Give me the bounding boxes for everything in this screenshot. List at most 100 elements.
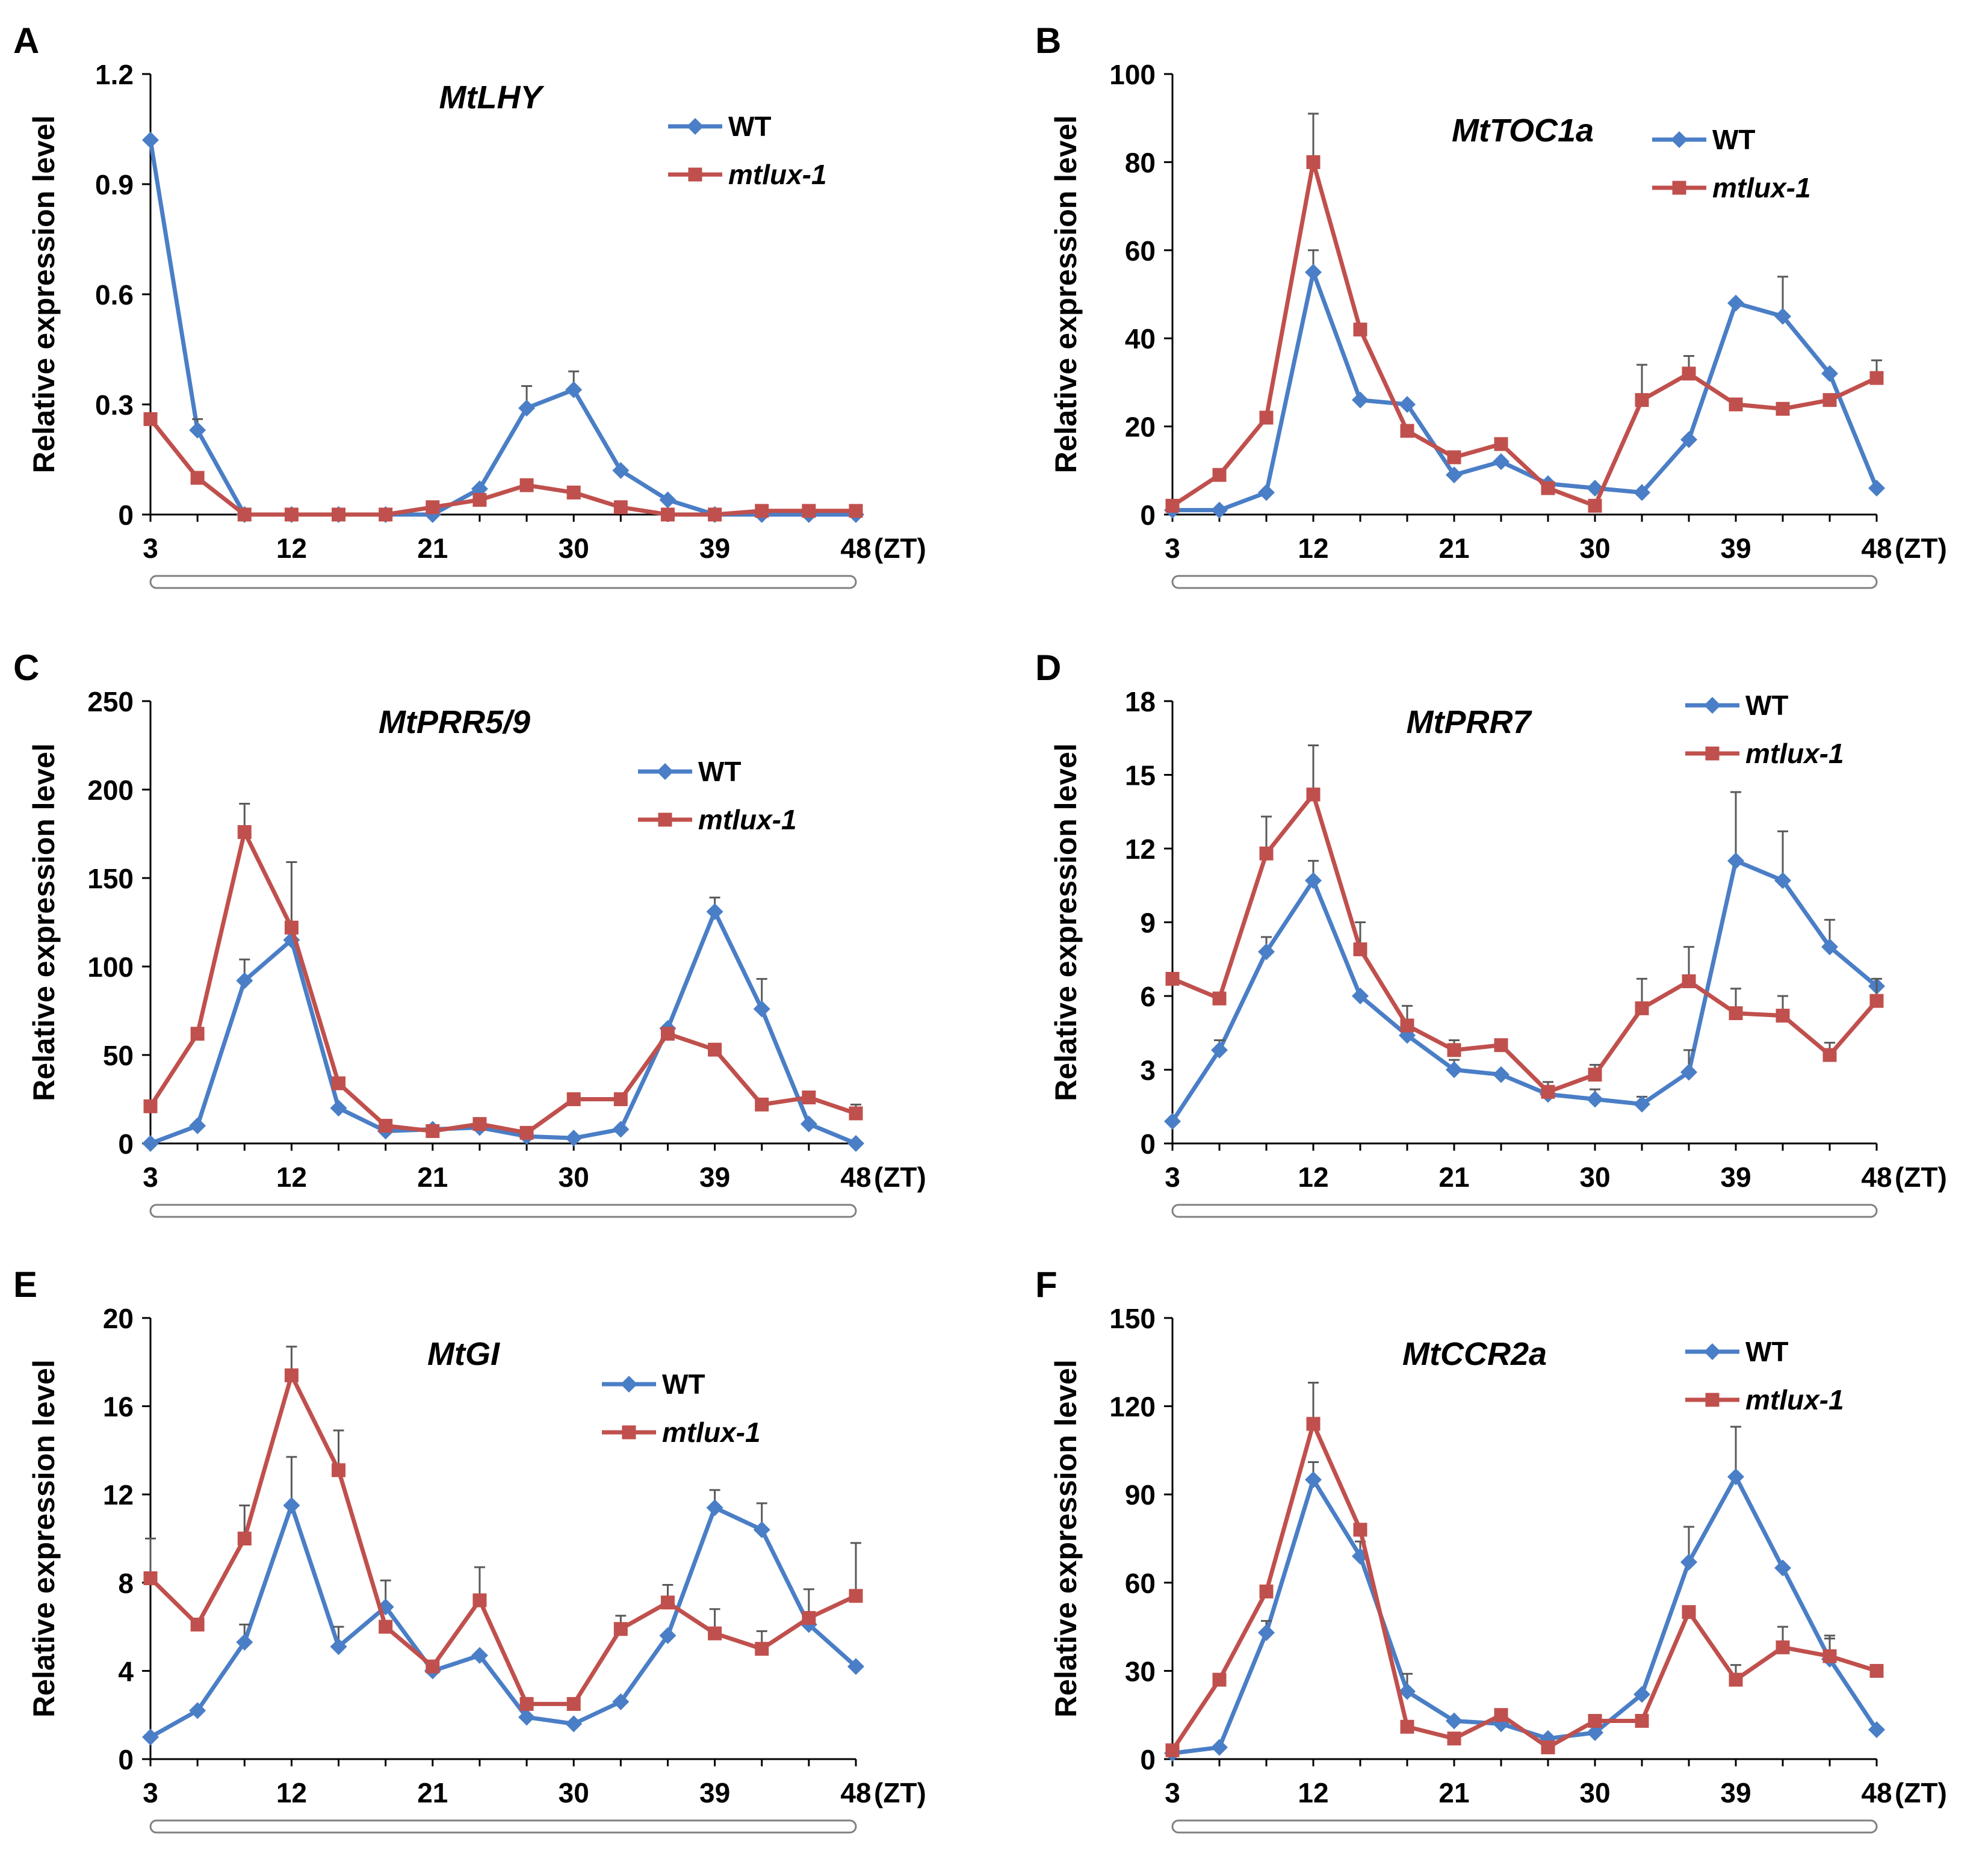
data-point bbox=[1353, 942, 1367, 956]
legend-marker bbox=[1704, 697, 1721, 714]
data-point bbox=[1164, 1113, 1181, 1130]
panel-b: B Relative expression level 0 20 40 60 80 100 3 1… bbox=[1035, 20, 1947, 589]
data-point bbox=[143, 412, 158, 426]
legend-marker bbox=[1671, 131, 1688, 148]
y-tick-label: 250 bbox=[87, 686, 134, 717]
light-condition-bar bbox=[149, 575, 857, 589]
chart-title: MtGI bbox=[427, 1336, 500, 1372]
x-axis-unit: (ZT) bbox=[1895, 533, 1947, 564]
series-wt bbox=[142, 131, 864, 523]
data-point bbox=[1682, 367, 1696, 381]
x-tick-label: 12 bbox=[1298, 533, 1328, 564]
data-point bbox=[1822, 1048, 1837, 1062]
y-tick-label: 4 bbox=[118, 1656, 134, 1687]
data-point bbox=[519, 478, 534, 492]
x-tick-label: 3 bbox=[143, 1162, 158, 1193]
data-point bbox=[849, 1106, 863, 1121]
data-point bbox=[1165, 1743, 1180, 1757]
data-point bbox=[1588, 498, 1602, 513]
legend: WT mtlux-1 bbox=[638, 756, 797, 835]
panel-f: F Relative expression level 0 30 60 90 120 150 3… bbox=[1035, 1264, 1947, 1834]
series-line bbox=[1171, 159, 1878, 508]
legend-label: WT bbox=[662, 1369, 705, 1400]
data-point bbox=[1729, 397, 1743, 412]
data-point bbox=[237, 507, 252, 522]
y-tick-label: 1.2 bbox=[95, 59, 134, 90]
x-axis-unit: (ZT) bbox=[874, 1162, 926, 1193]
x-tick-label: 12 bbox=[276, 1777, 307, 1808]
data-point bbox=[472, 493, 487, 507]
data-point bbox=[518, 1709, 536, 1726]
panel-a: A Relative expression level 0 0.3 0.6 0.9 1.2 3… bbox=[13, 20, 926, 589]
series-wt bbox=[142, 1456, 864, 1746]
data-point bbox=[379, 1619, 393, 1634]
data-point bbox=[1774, 1559, 1791, 1577]
data-point bbox=[142, 1728, 159, 1746]
x-tick-label: 12 bbox=[1298, 1162, 1328, 1193]
data-point bbox=[1212, 468, 1227, 482]
data-point bbox=[1305, 264, 1322, 281]
series-mtlux-1 bbox=[1165, 744, 1884, 1099]
legend-marker bbox=[1705, 746, 1720, 761]
y-tick-label: 0.6 bbox=[95, 279, 134, 311]
data-point bbox=[1588, 1068, 1602, 1082]
data-point bbox=[1259, 846, 1274, 861]
data-point bbox=[1493, 453, 1510, 471]
x-axis-unit: (ZT) bbox=[1895, 1162, 1947, 1193]
data-point bbox=[1400, 424, 1414, 438]
data-point bbox=[142, 1135, 159, 1152]
data-point bbox=[1353, 1523, 1367, 1537]
data-point bbox=[189, 1117, 206, 1134]
data-point bbox=[426, 1659, 440, 1674]
panel-c: C Relative expression level 0 50 100 150 200 25… bbox=[13, 648, 926, 1218]
data-point bbox=[847, 1135, 864, 1152]
y-tick-label: 0 bbox=[118, 1744, 134, 1775]
data-point bbox=[332, 1463, 346, 1477]
legend-label: WT bbox=[1745, 690, 1789, 721]
data-point bbox=[1541, 1740, 1555, 1754]
legend-marker bbox=[622, 1425, 636, 1440]
data-point bbox=[1305, 872, 1322, 889]
data-point bbox=[1822, 1649, 1837, 1663]
data-point bbox=[1680, 1063, 1697, 1081]
y-axis-label: Relative expression level bbox=[1049, 116, 1083, 474]
data-point bbox=[565, 1130, 583, 1147]
x-tick-label: 21 bbox=[1438, 1162, 1469, 1193]
y-tick-label: 3 bbox=[1140, 1055, 1156, 1086]
data-point bbox=[706, 903, 723, 920]
data-point bbox=[143, 1099, 158, 1113]
y-tick-label: 8 bbox=[118, 1568, 134, 1599]
data-point bbox=[1635, 1001, 1649, 1015]
data-point bbox=[1400, 1018, 1414, 1033]
legend-marker bbox=[621, 1376, 637, 1393]
data-point bbox=[1165, 971, 1180, 986]
data-point bbox=[1776, 1009, 1790, 1023]
y-tick-label: 6 bbox=[1140, 981, 1156, 1012]
data-point bbox=[190, 471, 205, 485]
data-point bbox=[1822, 393, 1837, 407]
x-tick-label: 39 bbox=[699, 1162, 730, 1193]
data-point bbox=[1682, 1605, 1696, 1619]
data-point bbox=[1587, 1090, 1603, 1108]
y-tick-label: 15 bbox=[1125, 760, 1156, 791]
x-tick-label: 48 bbox=[840, 1777, 871, 1808]
light-condition-bar bbox=[1171, 575, 1878, 589]
x-axis-unit: (ZT) bbox=[874, 1777, 926, 1808]
series-mtlux-1 bbox=[143, 803, 863, 1140]
data-point bbox=[613, 1622, 628, 1636]
data-point bbox=[755, 504, 769, 518]
series-mtlux-1 bbox=[1165, 1382, 1884, 1757]
series-line bbox=[149, 418, 856, 517]
data-point bbox=[1635, 393, 1649, 407]
data-point bbox=[1211, 501, 1228, 519]
x-tick-label: 30 bbox=[1579, 533, 1610, 564]
legend-marker bbox=[687, 118, 704, 135]
data-point bbox=[1633, 484, 1650, 501]
chart-title: MtCCR2a bbox=[1402, 1336, 1547, 1372]
data-point bbox=[660, 1027, 675, 1041]
panel-label: D bbox=[1035, 648, 1061, 688]
data-point bbox=[1588, 1713, 1602, 1728]
y-tick-label: 0.9 bbox=[95, 169, 134, 200]
data-point bbox=[1306, 155, 1321, 169]
